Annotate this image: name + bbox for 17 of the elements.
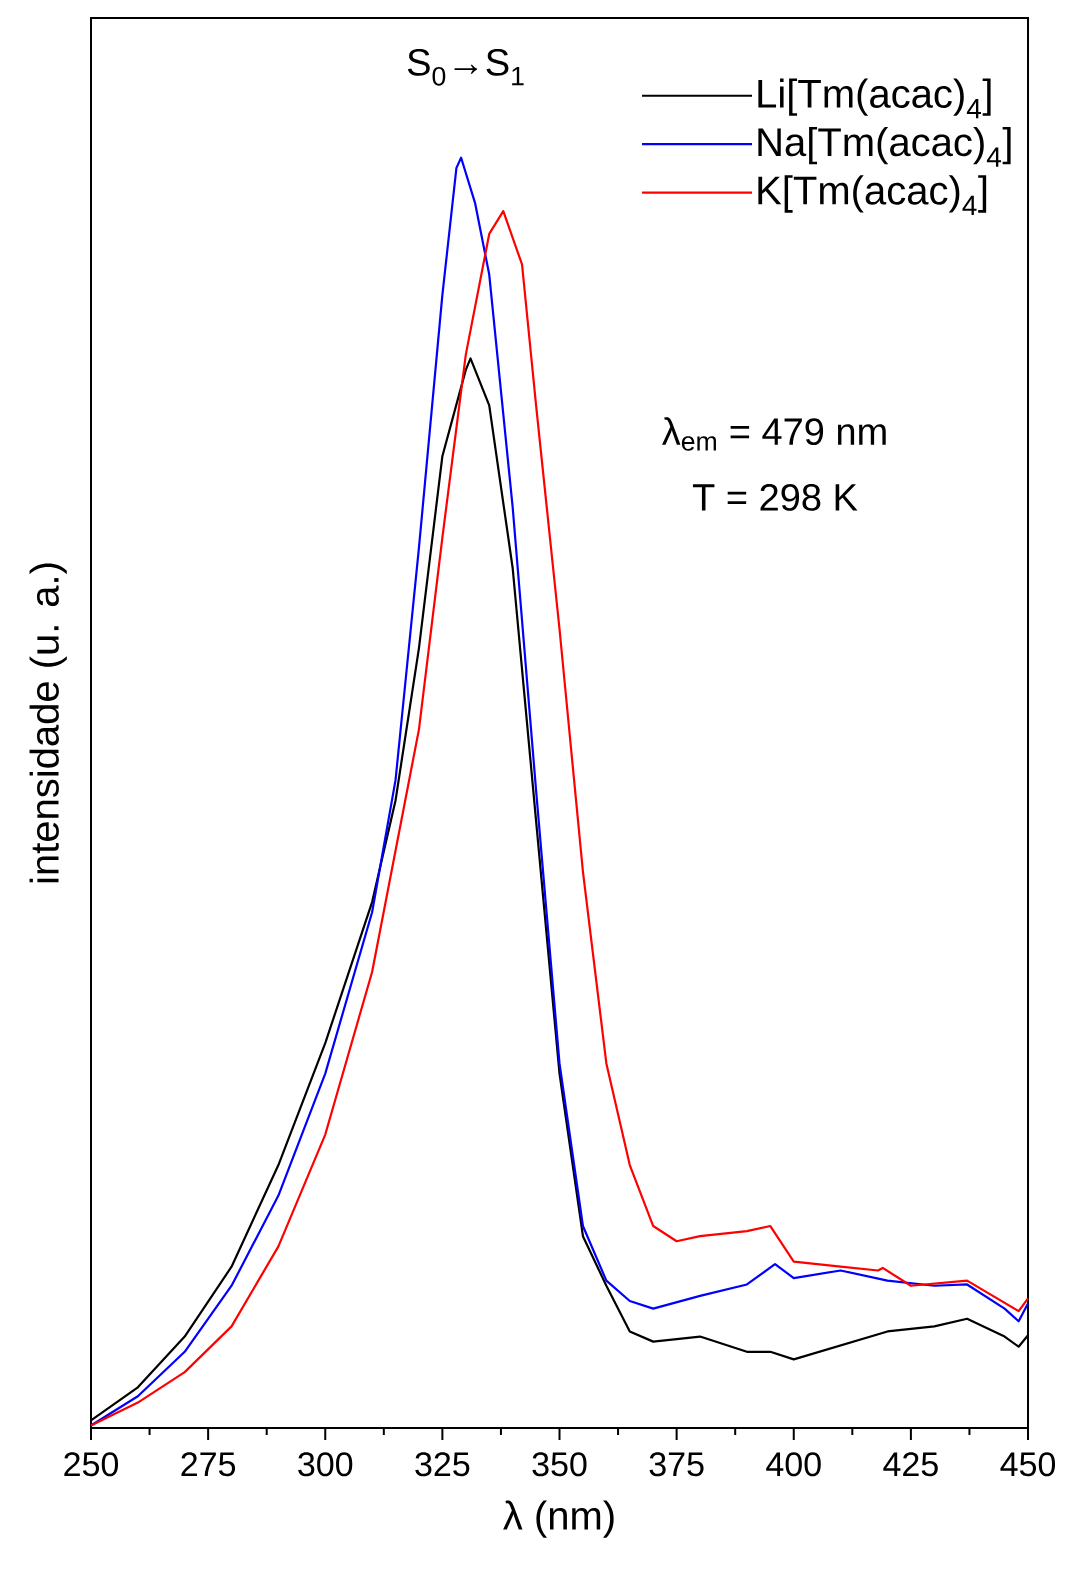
annotation: T = 298 K xyxy=(692,483,858,511)
x-tick-label: 275 xyxy=(181,1452,236,1477)
x-tick-label: 400 xyxy=(766,1452,821,1477)
x-tick-label: 350 xyxy=(532,1452,587,1477)
y-axis-title: intensidade (u. a.) xyxy=(29,563,67,883)
x-tick-label: 375 xyxy=(649,1452,704,1477)
x-axis-title: λ (nm) xyxy=(503,1500,614,1538)
x-tick-label: 450 xyxy=(1000,1452,1056,1477)
text: S$_{0}$→S$_{1}$ xyxy=(407,48,524,86)
x-tick-label: 325 xyxy=(415,1452,470,1477)
legend-label: Na[Tm(acac)$_{4}$] xyxy=(758,126,1011,167)
x-tick-label: 300 xyxy=(298,1452,353,1477)
x-tick-label: 250 xyxy=(64,1452,119,1477)
legend-label: Li[Tm(acac)$_{4}$] xyxy=(758,78,991,119)
x-tick-label: 425 xyxy=(883,1452,938,1477)
legend-label: K[Tm(acac)$_{4}$] xyxy=(758,175,987,216)
annotation: λ$_{em}$ = 479 nm xyxy=(662,417,886,451)
